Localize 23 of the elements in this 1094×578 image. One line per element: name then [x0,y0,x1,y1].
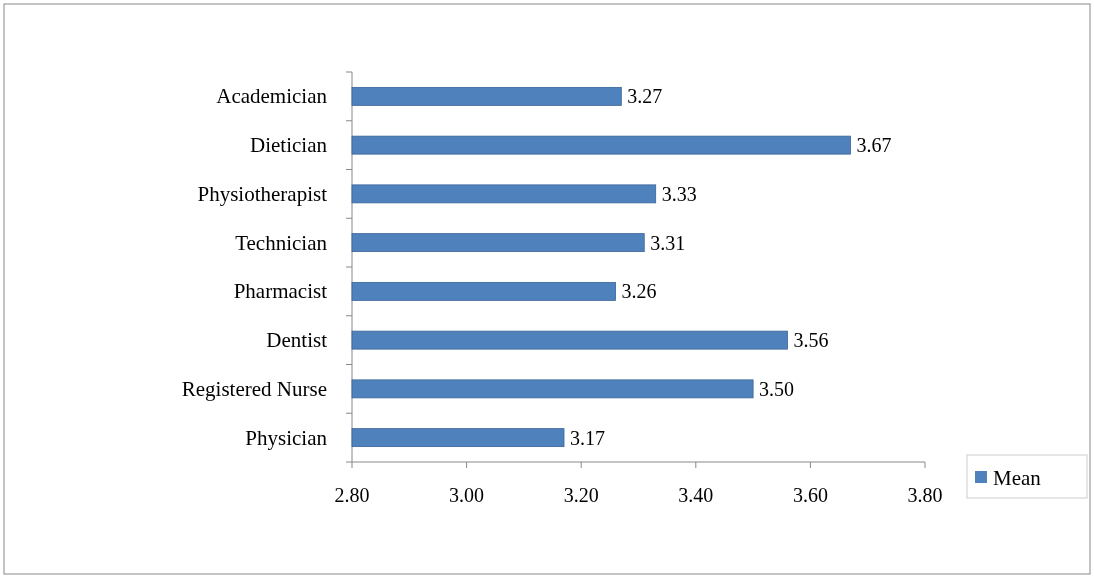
y-tick-label: Physician [245,425,328,450]
data-label: 3.27 [627,85,663,108]
legend-label: Mean [993,466,1042,490]
data-label: 3.50 [759,377,795,400]
data-label: 3.33 [661,182,697,205]
y-tick-label: Registered Nurse [181,376,327,401]
data-label: 3.56 [793,329,829,352]
y-tick-label: Technician [235,230,328,255]
data-label: 3.67 [856,134,892,157]
x-tick-label: 2.80 [334,484,370,506]
data-label: 3.26 [621,280,657,303]
y-tick-label: Pharmacist [233,279,328,304]
data-label: 3.17 [570,426,606,449]
x-tick-label: 3.40 [678,484,714,506]
y-tick-label: Dietician [250,133,328,158]
data-label: 3.31 [650,231,686,254]
x-tick-label: 3.80 [907,484,943,506]
y-tick-label: Academician [216,84,328,109]
x-tick-label: 3.20 [563,484,599,506]
y-tick-label: Dentist [266,328,328,353]
x-tick-label: 3.60 [792,484,828,506]
y-tick-label: Physiotherapist [197,181,328,206]
x-tick-label: 3.00 [449,484,485,506]
